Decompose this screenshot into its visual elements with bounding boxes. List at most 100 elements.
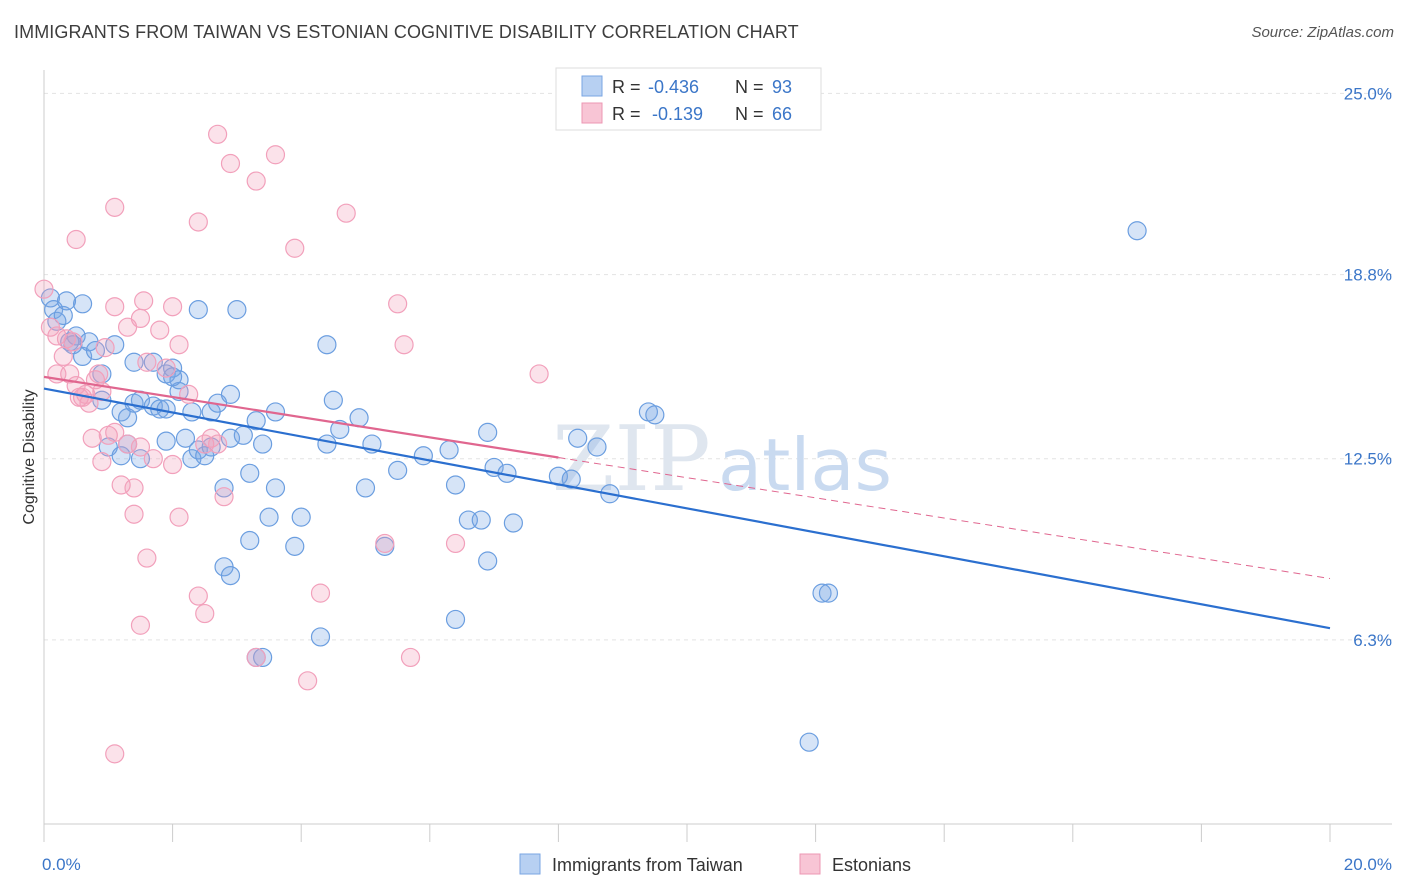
source-credit: Source: ZipAtlas.com xyxy=(1251,24,1394,41)
estonians-point-23 xyxy=(150,320,170,340)
taiwan-point-39 xyxy=(175,428,196,448)
legend-swatch-estonians xyxy=(581,102,603,124)
watermark: ZIP atlas xyxy=(552,407,892,512)
taiwan-point-55 xyxy=(439,440,459,460)
taiwan-point-10 xyxy=(72,294,93,314)
taiwan-point-75 xyxy=(240,530,260,551)
estonians-point-52 xyxy=(445,533,466,554)
legend-r-value-taiwan: -0.436 xyxy=(648,77,699,97)
taiwan-point-53 xyxy=(413,446,433,466)
taiwan-point-31 xyxy=(220,384,241,404)
estonians-point-46 xyxy=(130,615,151,635)
legend-n-label-taiwan: N = xyxy=(735,77,764,97)
legend-n-value-taiwan: 93 xyxy=(772,77,792,97)
taiwan-point-85 xyxy=(812,583,832,603)
bottom-legend-swatch-estonians xyxy=(799,853,821,875)
taiwan-point-54 xyxy=(445,475,466,495)
taiwan-point-82 xyxy=(310,627,331,647)
legend-swatch-taiwan xyxy=(581,75,603,97)
legend-r-value-estonians: -0.139 xyxy=(652,104,703,124)
taiwan-point-18 xyxy=(227,300,247,320)
taiwan-point-58 xyxy=(478,422,498,442)
estonians-point-64 xyxy=(66,229,86,250)
estonians-point-56 xyxy=(336,203,356,223)
taiwan-point-72 xyxy=(355,478,376,498)
taiwan-point-46 xyxy=(253,434,273,454)
taiwan-point-52 xyxy=(388,460,408,480)
legend-n-label-estonians: N = xyxy=(735,104,764,124)
data-points xyxy=(34,124,1147,764)
taiwan-point-48 xyxy=(323,390,343,410)
estonians-trend-line-dashed xyxy=(558,457,1331,580)
estonians-point-39 xyxy=(124,478,144,498)
estonians-point-57 xyxy=(285,238,305,258)
axes xyxy=(43,70,1392,842)
taiwan-point-68 xyxy=(645,405,665,425)
taiwan-point-19 xyxy=(317,335,337,355)
estonians-point-36 xyxy=(163,454,183,475)
estonians-trend-line-solid xyxy=(43,375,559,459)
taiwan-point-57 xyxy=(471,510,491,530)
estonians-point-51 xyxy=(400,647,421,668)
taiwan-point-45 xyxy=(233,425,253,445)
estonians-point-63 xyxy=(105,197,125,217)
estonians-point-50 xyxy=(375,533,395,554)
bottom-legend-label-estonians: Estonians xyxy=(832,855,911,875)
taiwan-point-74 xyxy=(291,507,311,527)
estonians-point-34 xyxy=(130,437,151,457)
estonians-point-62 xyxy=(188,212,208,232)
taiwan-point-47 xyxy=(317,434,337,454)
estonians-point-20 xyxy=(130,308,151,329)
estonians-point-54 xyxy=(394,335,414,355)
estonians-point-15 xyxy=(82,428,102,448)
taiwan-trend-line xyxy=(43,387,1331,630)
estonians-point-45 xyxy=(195,603,215,624)
estonians-point-24 xyxy=(156,358,176,378)
trend-lines xyxy=(43,375,1331,630)
bottom-legend: Immigrants from Taiwan Estonians xyxy=(519,853,911,875)
taiwan-point-84 xyxy=(253,647,273,668)
estonians-point-41 xyxy=(169,507,189,527)
estonians-point-37 xyxy=(92,452,112,472)
chart-title: IMMIGRANTS FROM TAIWAN VS ESTONIAN COGNI… xyxy=(14,22,799,42)
estonians-point-22 xyxy=(137,352,157,372)
estonians-point-44 xyxy=(188,586,208,606)
bottom-legend-label-taiwan: Immigrants from Taiwan xyxy=(552,855,743,875)
watermark-zip: ZIP xyxy=(552,407,711,512)
legend-n-value-estonians: 66 xyxy=(772,104,792,124)
taiwan-point-65 xyxy=(587,437,607,457)
tick-labels: 6.3% 12.5% 18.8% 25.0% 0.0% 20.0% xyxy=(42,84,1392,874)
gridlines xyxy=(44,92,1392,641)
taiwan-point-88 xyxy=(1127,221,1147,241)
estonians-point-53 xyxy=(529,364,549,384)
taiwan-point-89 xyxy=(56,291,77,311)
estonians-point-17 xyxy=(95,338,115,358)
legend-r-label-estonians: R = xyxy=(612,104,641,124)
taiwan-point-87 xyxy=(799,732,819,752)
estonians-point-60 xyxy=(220,153,241,174)
taiwan-point-91 xyxy=(156,399,176,419)
taiwan-point-73 xyxy=(259,507,279,527)
estonians-point-61 xyxy=(208,124,228,144)
y-axis-label: Cognitive Disability xyxy=(21,389,38,524)
taiwan-point-35 xyxy=(111,446,131,466)
estonians-point-49 xyxy=(298,671,318,691)
estonians-point-42 xyxy=(214,487,234,507)
estonians-point-40 xyxy=(124,504,144,524)
y-tick-label-0: 6.3% xyxy=(1353,631,1392,650)
taiwan-point-69 xyxy=(240,463,260,483)
taiwan-point-81 xyxy=(445,609,466,630)
bottom-legend-swatch-taiwan xyxy=(519,853,541,875)
taiwan-point-50 xyxy=(349,408,369,428)
estonians-point-48 xyxy=(310,583,331,603)
estonians-point-43 xyxy=(137,548,157,568)
taiwan-point-64 xyxy=(568,428,588,448)
estonians-point-21 xyxy=(134,291,154,311)
estonians-point-26 xyxy=(169,335,189,355)
y-tick-label-2: 18.8% xyxy=(1344,266,1392,285)
taiwan-point-63 xyxy=(561,469,581,489)
estonians-point-55 xyxy=(388,294,408,314)
y-tick-label-1: 12.5% xyxy=(1344,450,1392,469)
taiwan-point-76 xyxy=(285,536,305,556)
